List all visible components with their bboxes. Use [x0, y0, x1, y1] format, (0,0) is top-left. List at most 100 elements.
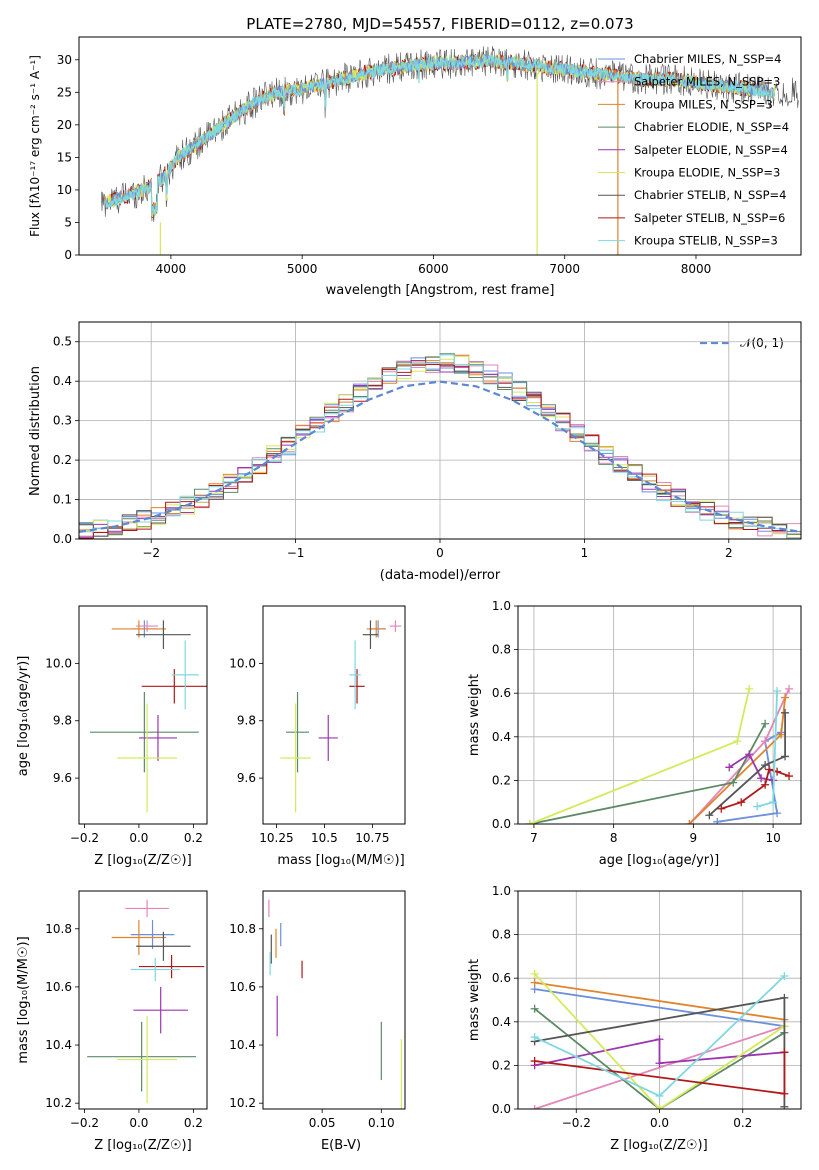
spectrum-legend-label: Chabrier STELIB, N_SSP=4 — [634, 188, 786, 202]
mass-weight-vs-Z-marker — [780, 993, 789, 1002]
mass-vs-Z-axes: −0.2 0.0 0.2 10.2 10.4 10.6 10.8 — [45, 922, 203, 1130]
mass-weight-vs-Z-marker — [530, 1033, 539, 1042]
mass-weight-vs-age-marker — [717, 804, 726, 813]
mass-vs-Z-ytick-label: 10.2 — [45, 1096, 72, 1110]
mass-weight-vs-Z-ylabel: mass weight — [467, 959, 482, 1041]
mass-weight-vs-Z-ytick-label: 0.4 — [492, 1015, 511, 1029]
mass-vs-Z-ylabel: mass [log₁₀(M/M☉)] — [16, 936, 31, 1063]
age-vs-Z-axes: −0.2 0.0 0.2 9.6 9.8 10.0 — [45, 656, 203, 845]
age-vs-mass-panel: mass [log₁₀(M/M☉)] — [277, 853, 404, 868]
mass-vs-ebv-axes: 0.05 0.10 10.2 10.4 10.6 10.8 — [229, 922, 394, 1130]
residuals-ytick-label: 0.4 — [53, 374, 72, 388]
mass-weight-vs-age-line — [717, 731, 782, 823]
spectrum-xtick-label: 8000 — [681, 262, 712, 276]
mass-weight-vs-age-marker — [761, 737, 770, 746]
mass-vs-ebv-panel: E(B-V) — [321, 1138, 361, 1153]
mass-weight-vs-Z-xtick-label: 0.2 — [733, 1116, 752, 1130]
mass-weight-vs-age-marker — [737, 798, 746, 807]
mass-weight-vs-Z-ytick-label: 0.0 — [492, 1102, 511, 1116]
mass-weight-vs-age-marker — [757, 774, 766, 783]
spectrum-legend-label: Salpeter ELODIE, N_SSP=4 — [634, 143, 788, 157]
mass-weight-vs-age-line — [688, 697, 786, 824]
spectrum-line — [105, 54, 776, 216]
spectrum-panel: PLATE=2780, MJD=54557, FIBERID=0112, z=0… — [28, 15, 799, 298]
mass-weight-vs-age-axes: 7 8 9 10 0.0 0.2 0.4 0.6 0.8 1.0 — [492, 599, 801, 845]
mass-weight-vs-Z-marker — [780, 1089, 789, 1098]
mass-weight-vs-age-marker — [713, 817, 722, 824]
mass-vs-ebv-ytick-label: 10.6 — [229, 980, 256, 994]
mass-weight-vs-Z-marker — [530, 978, 539, 987]
mass-vs-Z-xlabel: Z [log₁₀(Z/Z☉)] — [94, 1138, 191, 1153]
mass-weight-vs-Z-xlabel: Z [log₁₀(Z/Z☉)] — [610, 1138, 707, 1153]
residual-histogram — [79, 364, 801, 539]
mass-vs-Z-panel: Z [log₁₀(Z/Z☉)] mass [log₁₀(M/M☉)] — [16, 936, 192, 1153]
mass-weight-vs-age-marker — [761, 761, 770, 770]
spectrum-ytick-label: 5 — [64, 215, 72, 229]
residuals-panel: (data-model)/error Normed distribution 𝒩… — [28, 336, 784, 583]
mass-weight-vs-age-ytick-label: 0.2 — [492, 773, 511, 787]
spectrum-legend-label: Kroupa MILES, N_SSP=3 — [634, 97, 773, 111]
spectrum-xtick-label: 7000 — [549, 262, 580, 276]
spectrum-xtick-label: 4000 — [156, 262, 187, 276]
mass-weight-vs-Z-marker — [655, 1059, 664, 1068]
age-vs-Z-xtick-label: 0.2 — [184, 831, 203, 845]
age-vs-mass-xlabel: mass [log₁₀(M/M☉)] — [277, 853, 404, 868]
mass-weight-vs-Z-marker — [655, 1035, 664, 1044]
spectrum-ytick-label: 15 — [57, 150, 72, 164]
mass-weight-vs-Z-marker — [780, 1048, 789, 1057]
age-vs-Z-ytick-label: 9.6 — [53, 771, 72, 785]
residuals-ytick-label: 0.5 — [53, 335, 72, 349]
spectrum-xlabel: wavelength [Angstrom, rest frame] — [326, 283, 555, 298]
mass-weight-vs-age-frame — [517, 605, 802, 825]
spectrum-ytick-label: 30 — [57, 53, 72, 67]
spectrum-legend: Chabrier MILES, N_SSP=4 Salpeter MILES, N… — [598, 52, 789, 248]
mass-vs-ebv-points — [268, 899, 403, 1109]
age-vs-mass-points — [280, 620, 402, 813]
mass-weight-vs-Z-marker — [655, 1091, 664, 1100]
mass-weight-vs-Z-line — [534, 1038, 785, 1067]
mass-vs-Z-xtick-label: −0.2 — [70, 1116, 99, 1130]
mass-weight-vs-age-marker — [685, 820, 694, 824]
age-vs-Z-xlabel: Z [log₁₀(Z/Z☉)] — [94, 853, 191, 868]
residuals-legend-label: 𝒩(0, 1) — [740, 336, 784, 350]
mass-weight-vs-Z-line — [534, 981, 785, 1021]
spectrum-frame — [78, 36, 802, 256]
mass-weight-vs-Z-marker — [530, 969, 539, 978]
mass-vs-ebv-ytick-label: 10.4 — [229, 1038, 256, 1052]
mass-weight-vs-age-xtick-label: 10 — [765, 831, 780, 845]
mass-weight-vs-Z-ytick-label: 0.8 — [492, 928, 511, 942]
mass-weight-vs-age-ytick-label: 1.0 — [492, 599, 511, 613]
spectrum-ylabel: Flux [fλ10⁻¹⁷ erg cm⁻² s⁻¹ A⁻¹] — [28, 55, 42, 237]
spectrum-title: PLATE=2780, MJD=54557, FIBERID=0112, z=0… — [246, 15, 633, 33]
mass-weight-vs-Z-marker — [530, 1004, 539, 1013]
mass-weight-vs-age-marker — [773, 809, 782, 818]
mass-weight-vs-Z-frame — [517, 890, 802, 1110]
mass-weight-vs-age-marker — [729, 778, 738, 787]
age-vs-Z-points — [89, 620, 207, 813]
mass-weight-vs-age-marker — [705, 811, 714, 820]
mass-weight-vs-age-marker — [753, 802, 762, 811]
age-vs-mass-xtick-label: 10.25 — [259, 831, 293, 845]
mass-weight-vs-age-marker — [733, 737, 742, 746]
mass-weight-vs-age-ytick-label: 0.0 — [492, 817, 511, 831]
spectrum-xtick-label: 6000 — [418, 262, 449, 276]
age-vs-Z-xtick-label: 0.0 — [129, 831, 148, 845]
mass-weight-vs-Z-marker — [530, 1057, 539, 1066]
spectrum-lines — [101, 46, 799, 255]
residuals-legend: 𝒩(0, 1) — [700, 336, 784, 350]
mass-weight-vs-age-lines — [525, 684, 794, 824]
mass-weight-vs-Z-line — [534, 1025, 785, 1109]
residual-histograms — [79, 353, 801, 539]
mass-weight-vs-age-xtick-label: 9 — [690, 831, 698, 845]
residuals-xtick-label: 2 — [725, 546, 733, 560]
mass-weight-vs-Z-ytick-label: 0.6 — [492, 971, 511, 985]
mass-weight-vs-Z-marker — [530, 1105, 539, 1109]
residuals-xtick-label: 0 — [436, 546, 444, 560]
age-vs-Z-frame — [78, 605, 208, 825]
mass-vs-ebv-ytick-label: 10.8 — [229, 922, 256, 936]
mass-weight-vs-Z-line — [534, 988, 785, 1028]
mass-vs-ebv-xtick-label: 0.05 — [309, 1116, 336, 1130]
spectrum-legend-label: Kroupa ELODIE, N_SSP=3 — [634, 166, 780, 180]
mass-weight-vs-age-marker — [761, 719, 770, 728]
